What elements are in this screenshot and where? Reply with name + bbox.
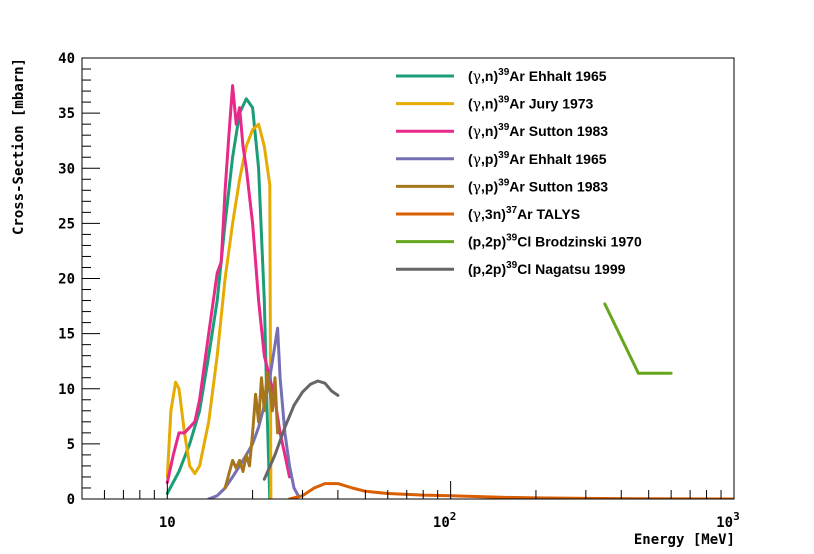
- x-tick-exponent: 3: [733, 510, 740, 523]
- y-tick-label: 15: [58, 327, 75, 343]
- y-axis-title: Cross-Section [mbarn]: [11, 58, 27, 235]
- y-tick-label: 10: [58, 382, 75, 398]
- legend-label-0: (γ,n)39Ar Ehhalt 1965: [468, 67, 607, 85]
- y-tick-label: 0: [67, 492, 75, 508]
- legend-label-5: (γ,3n)37Ar TALYS: [468, 205, 580, 223]
- legend: (γ,n)39Ar Ehhalt 1965 (γ,n)39Ar Jury 1973…: [396, 67, 642, 277]
- series-line-4: [223, 370, 280, 490]
- y-tick-label: 5: [67, 437, 75, 453]
- x-tick-label: 10: [159, 515, 176, 531]
- legend-label-7: (p,2p)39Cl Nagatsu 1999: [468, 260, 626, 277]
- y-tick-label: 25: [58, 216, 75, 232]
- series-line-1: [165, 122, 273, 499]
- x-tick-exponent: 2: [450, 510, 457, 523]
- series-line-6: [603, 302, 673, 375]
- x-axis-title: Energy [MeV]: [634, 532, 735, 548]
- legend-label-1: (γ,n)39Ar Jury 1973: [468, 95, 594, 113]
- legend-label-3: (γ,p)39Ar Ehhalt 1965: [468, 150, 607, 168]
- y-tick-label: 20: [58, 272, 75, 288]
- y-tick-label: 40: [58, 51, 75, 67]
- legend-label-6: (p,2p)39Cl Brodzinski 1970: [468, 233, 642, 250]
- y-tick-label: 30: [58, 161, 75, 177]
- legend-label-4: (γ,p)39Ar Sutton 1983: [468, 177, 608, 195]
- series-line-7: [262, 379, 340, 481]
- y-tick-label: 35: [58, 106, 75, 122]
- legend-label-2: (γ,n)39Ar Sutton 1983: [468, 122, 608, 140]
- series-line-0: [165, 97, 272, 499]
